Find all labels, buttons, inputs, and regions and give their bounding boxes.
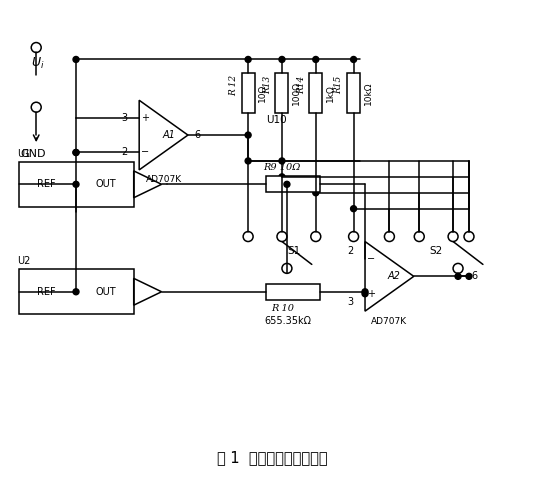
Circle shape <box>455 273 461 280</box>
Circle shape <box>350 57 356 63</box>
Text: 图 1  可编程电阻的原理图: 图 1 可编程电阻的原理图 <box>217 450 328 465</box>
Circle shape <box>279 57 285 63</box>
Text: AD707K: AD707K <box>146 176 181 184</box>
Text: +: + <box>141 113 149 123</box>
Text: 6: 6 <box>194 130 200 140</box>
Circle shape <box>362 291 368 297</box>
Text: A1: A1 <box>162 130 175 140</box>
Circle shape <box>245 132 251 138</box>
Circle shape <box>73 181 79 187</box>
Circle shape <box>279 158 285 164</box>
Text: U10: U10 <box>266 115 287 125</box>
Text: 2: 2 <box>121 147 127 157</box>
Bar <box>19 269 134 314</box>
Circle shape <box>466 273 472 280</box>
Bar <box>310 73 322 113</box>
Bar <box>275 73 288 113</box>
Text: R15: R15 <box>335 76 344 95</box>
Text: 10Ω: 10Ω <box>258 84 267 103</box>
Text: R 10: R 10 <box>271 304 294 313</box>
Text: U2: U2 <box>17 256 31 266</box>
Text: S2: S2 <box>429 246 443 255</box>
Circle shape <box>284 181 290 187</box>
Text: 1kΩ: 1kΩ <box>326 84 335 102</box>
Text: R9 10Ω: R9 10Ω <box>263 163 300 173</box>
Circle shape <box>73 149 79 155</box>
Circle shape <box>73 57 79 63</box>
Circle shape <box>279 174 285 180</box>
Text: +: + <box>367 289 375 299</box>
Text: 3: 3 <box>347 297 353 307</box>
Circle shape <box>245 57 251 63</box>
Bar <box>347 73 360 113</box>
Text: −: − <box>367 254 375 264</box>
Circle shape <box>313 190 319 196</box>
Text: R13: R13 <box>263 76 272 95</box>
Text: $U_i$: $U_i$ <box>31 56 45 70</box>
Text: REF: REF <box>37 179 56 189</box>
Text: U1: U1 <box>17 149 31 159</box>
Text: A2: A2 <box>388 271 401 282</box>
Bar <box>265 284 320 300</box>
Text: 10kΩ: 10kΩ <box>364 81 373 105</box>
Bar <box>241 73 255 113</box>
Circle shape <box>313 57 319 63</box>
Text: OUT: OUT <box>95 179 116 189</box>
Text: R 12: R 12 <box>229 75 238 96</box>
Bar <box>265 176 320 192</box>
Text: 6: 6 <box>471 271 477 282</box>
Text: S1: S1 <box>287 246 300 255</box>
Text: 655.35kΩ: 655.35kΩ <box>264 316 311 326</box>
Circle shape <box>350 206 356 211</box>
Circle shape <box>245 158 251 164</box>
Circle shape <box>362 289 368 295</box>
Text: 100Ω: 100Ω <box>292 81 301 106</box>
Text: 3: 3 <box>121 113 127 123</box>
Text: R14: R14 <box>297 76 306 95</box>
Text: AD707K: AD707K <box>371 317 408 325</box>
Text: OUT: OUT <box>95 287 116 297</box>
Bar <box>19 162 134 207</box>
Text: GND: GND <box>21 149 46 159</box>
Text: −: − <box>141 147 149 157</box>
Circle shape <box>73 289 79 295</box>
Circle shape <box>73 149 79 155</box>
Text: REF: REF <box>37 287 56 297</box>
Text: 2: 2 <box>347 246 353 256</box>
